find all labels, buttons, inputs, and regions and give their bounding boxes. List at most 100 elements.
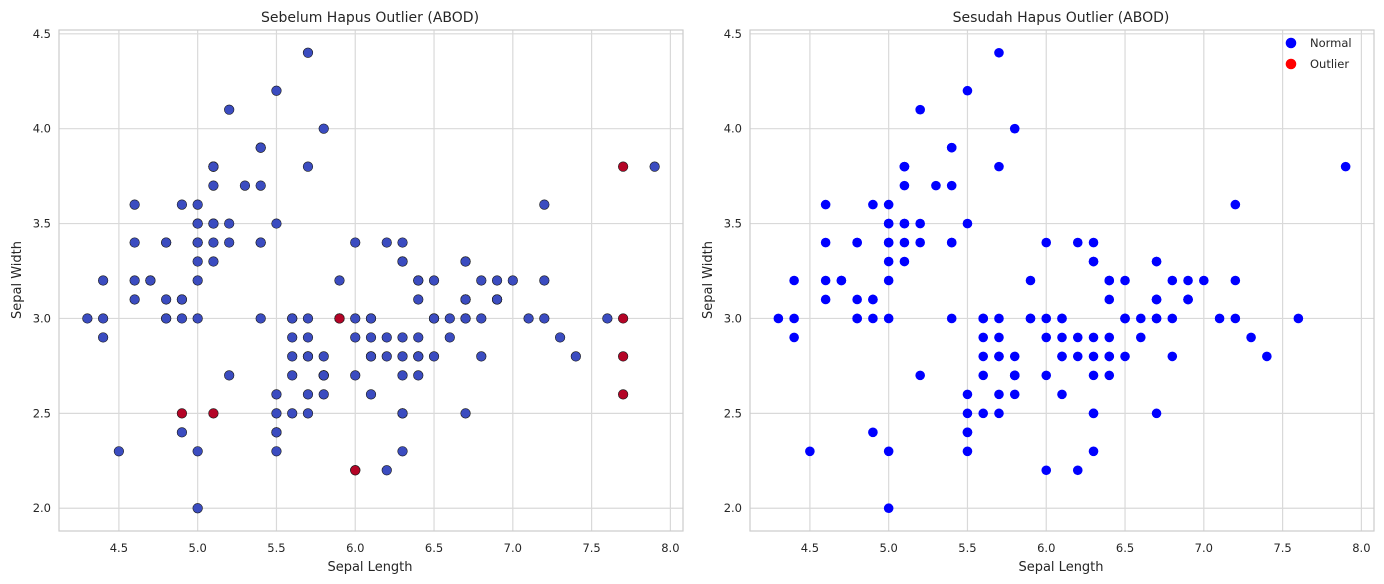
data-point: [1199, 275, 1209, 286]
data-point: [994, 313, 1004, 324]
data-point: [1041, 332, 1052, 343]
data-point: [1057, 389, 1067, 400]
y-tick-label: 4.5: [33, 27, 51, 41]
data-point: [899, 218, 910, 229]
data-point: [255, 313, 266, 324]
data-point: [994, 351, 1004, 362]
y-axis-label: Sepal Width: [701, 241, 716, 319]
data-point: [1009, 123, 1020, 134]
data-point: [192, 275, 203, 286]
x-tick-label: 4.5: [110, 541, 128, 555]
data-point: [1167, 313, 1178, 324]
data-point: [1088, 237, 1099, 248]
data-point: [962, 446, 973, 457]
data-point: [539, 199, 550, 210]
panel-before: Sebelum Hapus Outlier (ABOD) Sepal Lengt…: [10, 10, 684, 575]
data-point: [1167, 351, 1178, 362]
data-point: [883, 275, 894, 286]
data-point: [302, 161, 314, 172]
x-tick-label: 6.0: [346, 541, 364, 555]
data-point: [98, 275, 109, 286]
data-point: [82, 313, 93, 324]
data-point: [1041, 237, 1052, 248]
x-tick-label: 5.0: [189, 541, 207, 555]
data-point: [176, 427, 188, 438]
data-point: [287, 370, 298, 381]
data-point: [302, 332, 314, 343]
data-point: [224, 370, 235, 381]
data-point: [318, 389, 329, 400]
data-point: [287, 408, 298, 419]
data-point: [239, 180, 251, 191]
data-point: [1104, 275, 1115, 286]
data-point: [113, 446, 124, 457]
data-point: [192, 199, 203, 210]
data-point: [946, 313, 957, 324]
data-point: [413, 332, 424, 343]
data-point: [224, 237, 235, 248]
data-point: [428, 351, 440, 362]
data-point: [899, 237, 910, 248]
y-tick-label: 4.0: [33, 122, 51, 136]
data-point: [946, 237, 957, 248]
y-tick-label: 2.5: [33, 406, 51, 420]
plot-frame: [58, 29, 684, 532]
data-point: [1230, 313, 1241, 324]
data-point: [350, 465, 361, 476]
data-point: [350, 332, 361, 343]
x-tick-label: 5.0: [880, 541, 898, 555]
data-point: [1025, 313, 1036, 324]
plot-area: [59, 30, 683, 531]
data-point: [978, 313, 989, 324]
data-point: [460, 294, 471, 305]
data-point: [491, 275, 503, 286]
data-point: [1104, 294, 1115, 305]
data-point: [1104, 332, 1115, 343]
data-point: [1230, 275, 1241, 286]
data-point: [946, 142, 957, 153]
y-tick-label: 2.0: [724, 501, 742, 515]
data-point: [287, 351, 298, 362]
data-point: [129, 237, 140, 248]
y-axis-label: Sepal Width: [10, 241, 25, 319]
data-point: [994, 161, 1004, 172]
data-point: [161, 237, 172, 248]
data-point: [1104, 370, 1115, 381]
data-point: [413, 294, 424, 305]
data-point: [1104, 351, 1115, 362]
y-tick-label: 4.5: [724, 27, 742, 41]
data-point: [271, 408, 282, 419]
x-tick-label: 8.0: [1352, 541, 1370, 555]
data-point: [899, 180, 910, 191]
data-point: [994, 47, 1004, 58]
data-point: [1088, 351, 1099, 362]
plot-frame: [749, 29, 1375, 532]
data-point: [444, 313, 455, 324]
data-point: [208, 256, 219, 267]
data-point: [208, 408, 219, 419]
data-point: [1167, 275, 1178, 286]
data-point: [334, 313, 345, 324]
x-tick-label: 8.0: [661, 541, 679, 555]
data-point: [1088, 408, 1099, 419]
data-point: [1120, 275, 1130, 286]
data-point: [397, 351, 408, 362]
y-tick-label: 3.0: [33, 311, 51, 325]
legend-label: Outlier: [1310, 57, 1349, 71]
data-point: [618, 313, 629, 324]
data-point: [1135, 332, 1146, 343]
data-point: [208, 180, 219, 191]
data-point: [915, 237, 925, 248]
data-point: [1009, 351, 1020, 362]
data-point: [176, 199, 188, 210]
x-axis-label: Sepal Length: [327, 560, 412, 575]
x-tick-label: 6.5: [1116, 541, 1134, 555]
data-point: [428, 275, 440, 286]
data-point: [381, 465, 392, 476]
data-point: [868, 294, 878, 305]
data-point: [1293, 313, 1304, 324]
data-point: [1183, 275, 1193, 286]
data-point: [208, 218, 219, 229]
data-point: [98, 313, 109, 324]
data-point: [491, 294, 503, 305]
